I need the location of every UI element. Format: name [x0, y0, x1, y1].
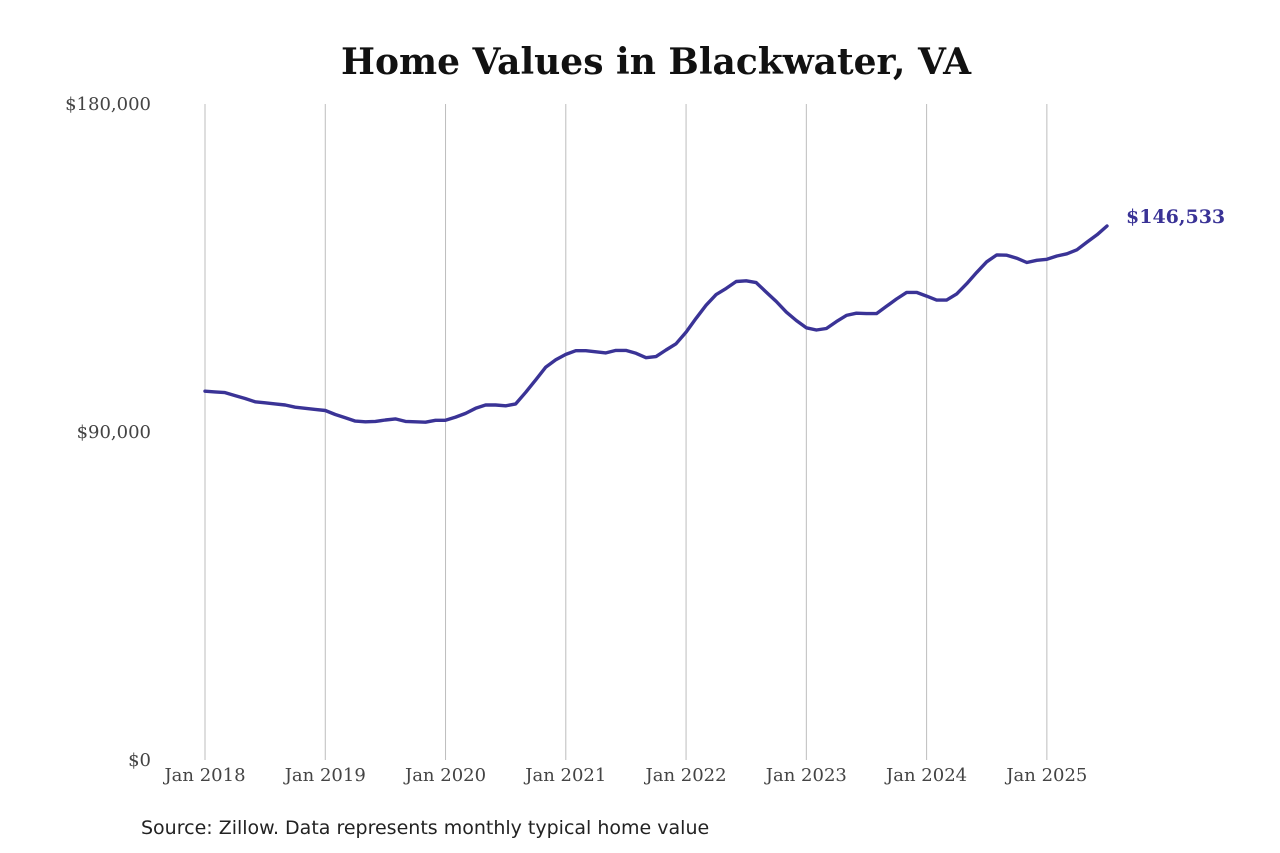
x-tick-label: Jan 2021	[523, 765, 606, 786]
x-tick-label: Jan 2018	[162, 765, 245, 786]
vertical-gridlines	[204, 104, 1048, 760]
x-tick-label: Jan 2020	[403, 765, 486, 786]
chart-title: Home Values in Blackwater, VA	[341, 41, 972, 83]
source-note: Source: Zillow. Data represents monthly …	[141, 817, 709, 839]
latest-value-label: $146,533	[1126, 206, 1225, 228]
y-tick-label: $90,000	[77, 422, 151, 443]
x-axis-tick-labels: Jan 2018 Jan 2019 Jan 2020 Jan 2021 Jan 2022…	[162, 765, 1087, 786]
x-tick-label: Jan 2025	[1004, 765, 1087, 786]
x-tick-label: Jan 2022	[644, 765, 727, 786]
x-tick-label: Jan 2023	[764, 765, 847, 786]
x-tick-label: Jan 2024	[884, 765, 967, 786]
y-tick-label: $0	[128, 750, 151, 771]
home-value-line	[203, 224, 1109, 424]
y-axis-tick-labels: $0 $90,000 $180,000	[65, 94, 151, 771]
x-tick-label: Jan 2019	[283, 765, 366, 786]
y-tick-label: $180,000	[65, 94, 151, 115]
